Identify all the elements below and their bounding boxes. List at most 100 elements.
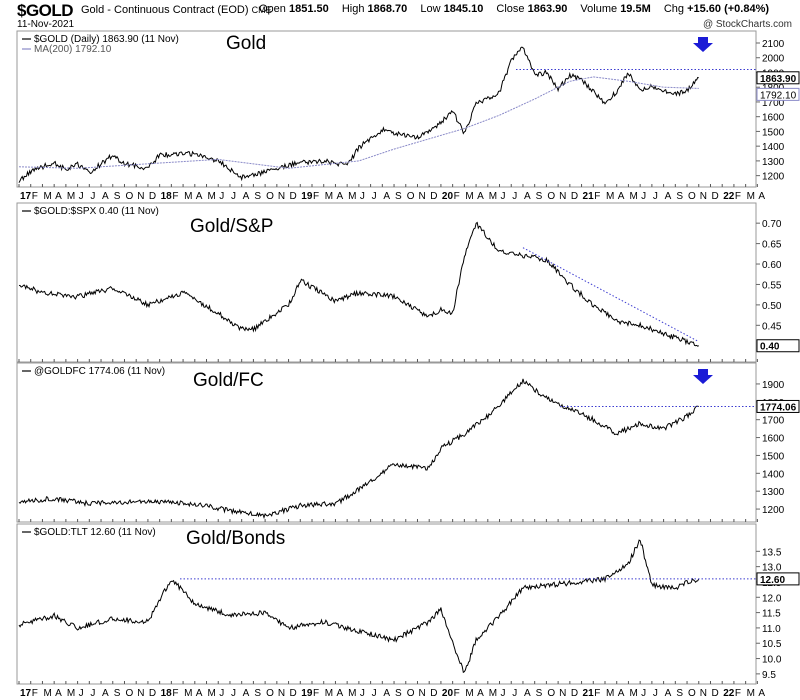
x-tick-label: F	[313, 191, 319, 202]
panel-2: 0.45 0.50 0.55 0.60 0.65 0.70 $GOLD:$SPX 0.40 …	[16, 202, 800, 363]
x-tick-label: J	[512, 688, 517, 699]
x-tick-label: M	[184, 688, 192, 699]
x-tick-label: F	[32, 191, 38, 202]
x-tick-label: 17	[20, 688, 32, 699]
panel-title: Gold/FC	[193, 370, 264, 391]
high-label: High	[341, 3, 365, 15]
y-tick-label: 0.60	[762, 260, 782, 271]
high-value: 1868.70	[367, 3, 408, 15]
legend-entry: $GOLD:$SPX 0.40 (11 Nov)	[34, 206, 159, 217]
y-tick-label: 11.0	[762, 624, 781, 635]
y-tick-label: 1700	[762, 98, 785, 109]
down-arrow-icon	[693, 369, 713, 384]
last-value-label: 12.60	[760, 575, 785, 586]
x-tick-label: M	[325, 688, 333, 699]
y-tick-label: 1900	[762, 380, 785, 391]
x-tick-label: N	[559, 688, 566, 699]
x-tick-label: A	[196, 191, 203, 202]
x-tick-label: S	[114, 688, 121, 699]
x-tick-label: 19	[301, 191, 313, 202]
x-tick-label: N	[278, 191, 285, 202]
x-tick-label: J	[501, 191, 506, 202]
x-tick-label: M	[208, 688, 216, 699]
price-line	[18, 539, 700, 674]
x-tick-label: S	[676, 688, 683, 699]
y-tick-label: 1200	[762, 172, 785, 183]
x-tick-label: A	[477, 688, 484, 699]
x-tick-label: J	[219, 191, 224, 202]
last-value-box	[756, 71, 800, 85]
x-tick-label: M	[465, 688, 473, 699]
last-value-box	[756, 339, 800, 353]
x-tick-label: A	[524, 191, 531, 202]
x-tick-label: O	[407, 191, 415, 202]
x-tick-label: O	[266, 191, 274, 202]
x-tick-label: J	[231, 688, 236, 699]
ma-line	[18, 76, 699, 169]
x-tick-label: 21	[583, 191, 595, 202]
last-value-label: 1863.90	[760, 74, 797, 85]
y-tick-label: 1500	[762, 127, 785, 138]
x-tick-label: A	[55, 688, 62, 699]
x-tick-label: N	[700, 191, 707, 202]
x-tick-label: A	[196, 688, 203, 699]
x-tick-label: M	[629, 688, 637, 699]
panel-frame	[16, 30, 757, 188]
y-tick-label: 2000	[762, 54, 785, 65]
x-tick-label: 20	[442, 688, 454, 699]
y-tick-label: 1600	[762, 113, 785, 124]
x-tick-label: A	[336, 191, 343, 202]
low-label: Low	[420, 3, 441, 15]
x-tick-label: D	[571, 688, 578, 699]
x-axis-top: 17 F M A M J J A S O N D 18 F M A M J J A S O N D 19 F M A M J J A S O N D 2…	[20, 191, 765, 202]
x-tick-label: A	[477, 191, 484, 202]
x-tick-label: J	[641, 191, 646, 202]
x-tick-label: M	[747, 688, 755, 699]
x-tick-label: F	[313, 688, 319, 699]
x-tick-label: A	[243, 191, 250, 202]
panel-title: Gold	[226, 33, 266, 54]
x-tick-label: S	[114, 191, 121, 202]
price-line	[18, 221, 700, 347]
last-value-label: 1774.06	[760, 402, 797, 413]
x-tick-label: M	[489, 688, 497, 699]
x-tick-label: O	[125, 688, 133, 699]
x-tick-label: M	[747, 191, 755, 202]
x-tick-label: O	[266, 688, 274, 699]
y-tick-label: 2100	[762, 39, 785, 50]
x-tick-label: M	[606, 688, 614, 699]
legend-entry: $GOLD:TLT 12.60 (11 Nov)	[34, 527, 156, 538]
panel-3: 12001300140015001600170018001900@GOLDFC …	[16, 362, 800, 523]
close-label: Close	[496, 3, 525, 15]
x-tick-label: S	[395, 191, 402, 202]
x-tick-label: D	[149, 191, 156, 202]
x-tick-label: D	[430, 191, 437, 202]
x-tick-label: N	[418, 191, 425, 202]
x-tick-label: D	[430, 688, 437, 699]
x-tick-label: O	[125, 191, 133, 202]
x-tick-label: J	[360, 688, 365, 699]
legend-entry: @GOLDFC 1774.06 (11 Nov)	[34, 366, 165, 377]
panel-frame	[16, 523, 757, 685]
x-tick-label: M	[465, 191, 473, 202]
x-tick-label: M	[325, 191, 333, 202]
chg-label: Chg	[663, 3, 685, 15]
x-tick-label: J	[372, 688, 377, 699]
last-value-box	[756, 572, 800, 586]
description-text: Gold - Continuous Contract (EOD)	[81, 4, 249, 16]
x-tick-label: S	[536, 191, 543, 202]
x-tick-label: N	[278, 688, 285, 699]
x-tick-label: 18	[161, 688, 173, 699]
x-tick-label: F	[172, 191, 178, 202]
x-tick-label: F	[454, 191, 460, 202]
x-tick-label: M	[348, 191, 356, 202]
last-value-label: 0.40	[760, 342, 780, 353]
x-tick-label: 20	[442, 191, 454, 202]
y-tick-label: 1400	[762, 469, 785, 480]
x-tick-label: F	[594, 191, 600, 202]
x-tick-label: O	[688, 191, 696, 202]
x-tick-label: A	[383, 191, 390, 202]
x-tick-label: F	[172, 688, 178, 699]
panel-title: Gold/Bonds	[186, 528, 285, 549]
x-tick-label: J	[501, 688, 506, 699]
